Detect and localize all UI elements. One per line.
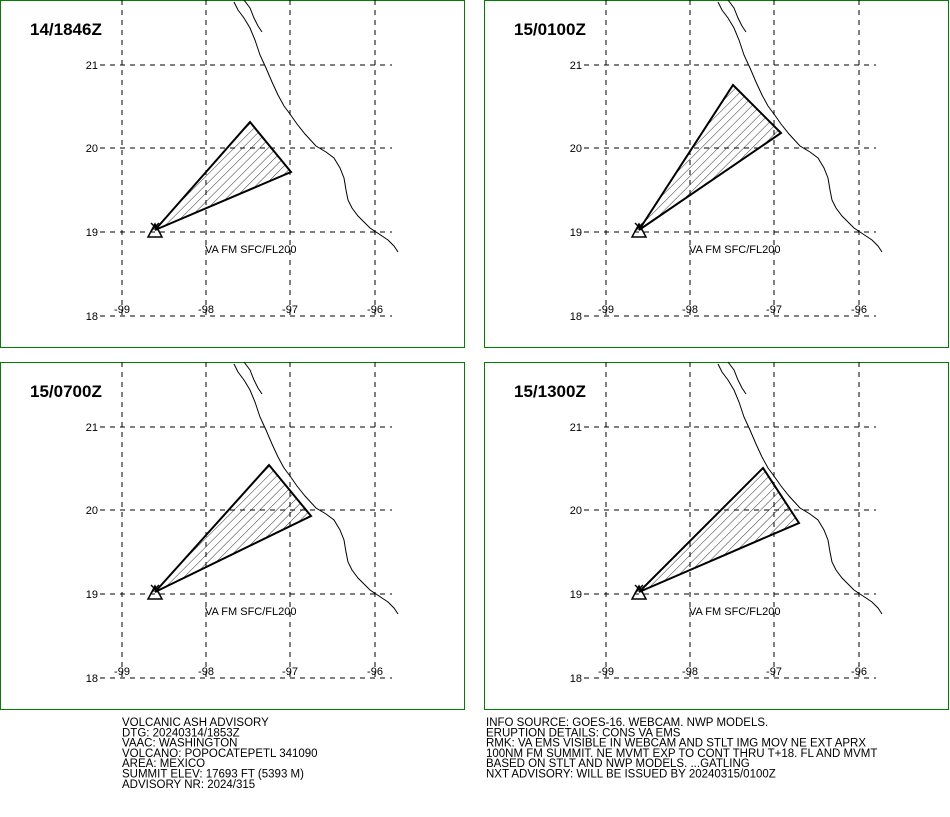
lon-label: -96 xyxy=(367,666,383,678)
lon-label: -98 xyxy=(682,666,698,678)
ash-label: VA FM SFC/FL200 xyxy=(689,244,781,256)
advisory-line: AREA: MEXICO xyxy=(122,758,205,770)
lon-label: -97 xyxy=(766,304,782,316)
advisory-line: SUMMIT ELEV: 17693 FT (5393 M) xyxy=(122,769,304,781)
coastline xyxy=(727,0,747,33)
lat-label: 21 xyxy=(86,60,98,72)
lat-label: 19 xyxy=(570,227,582,239)
lon-label: -98 xyxy=(198,666,214,678)
map-panel: 21 20 19 18 -99 -98 -97 -96 15/1300Z VA FM SFC/FL… xyxy=(484,361,949,710)
coastline xyxy=(233,1,399,253)
coastline xyxy=(243,0,263,33)
ash-plume xyxy=(638,466,801,593)
lat-label: 19 xyxy=(86,227,98,239)
lat-label: 18 xyxy=(570,311,582,323)
coastline xyxy=(717,1,883,253)
advisory-line: BASED ON STLT AND NWP MODELS. ...GATLING xyxy=(486,758,750,770)
volcano-x xyxy=(634,222,644,232)
lat-label: 18 xyxy=(86,311,98,323)
lon-label: -96 xyxy=(851,304,867,316)
map-panel: 21 20 19 18 -99 -98 -97 -96 14/1846Z VA FM SFC/FL… xyxy=(0,0,465,348)
volcano-x xyxy=(634,584,644,594)
lon-label: -97 xyxy=(766,666,782,678)
ash-plume xyxy=(638,83,783,231)
lat-label: 20 xyxy=(86,143,98,155)
ash-label: VA FM SFC/FL200 xyxy=(689,606,781,618)
advisory-line: ERUPTION DETAILS: CONS VA EMS xyxy=(486,727,681,739)
ash-plume xyxy=(154,463,313,593)
lat-label: 18 xyxy=(570,673,582,685)
map-panel: 21 20 19 18 -99 -98 -97 -96 15/0700Z VA FM SFC/FL… xyxy=(0,361,465,710)
panel-time: 14/1846Z xyxy=(30,20,102,39)
lat-label: 20 xyxy=(570,505,582,517)
lat-label: 19 xyxy=(570,589,582,601)
lat-label: 21 xyxy=(570,422,582,434)
coastline xyxy=(727,361,747,395)
lon-label: -99 xyxy=(598,666,614,678)
advisory-line: INFO SOURCE: GOES-16. WEBCAM. NWP MODELS… xyxy=(486,717,768,729)
lon-label: -97 xyxy=(282,666,298,678)
lat-label: 20 xyxy=(570,143,582,155)
lat-label: 21 xyxy=(570,60,582,72)
lat-label: 21 xyxy=(86,422,98,434)
lon-label: -99 xyxy=(114,666,130,678)
advisory-line: VOLCANO: POPOCATEPETL 341090 xyxy=(122,748,318,760)
lat-label: 19 xyxy=(86,589,98,601)
volcano-x xyxy=(150,222,160,232)
panel-time: 15/0700Z xyxy=(30,382,102,401)
advisory-line: ADVISORY NR: 2024/315 xyxy=(122,779,255,791)
advisory-line: VAAC: WASHINGTON xyxy=(122,738,237,750)
coastline xyxy=(233,363,399,615)
ash-label: VA FM SFC/FL200 xyxy=(205,606,297,618)
coastline xyxy=(243,361,263,395)
map-panel: 21 20 19 18 -99 -98 -97 -96 15/0100Z VA FM SFC/FL… xyxy=(484,0,949,348)
lon-label: -98 xyxy=(198,304,214,316)
advisory-line: RMK: VA EMS VISIBLE IN WEBCAM AND STLT I… xyxy=(486,738,866,750)
lon-label: -98 xyxy=(682,304,698,316)
ash-label: VA FM SFC/FL200 xyxy=(205,244,297,256)
ash-plume xyxy=(154,120,293,231)
advisory-line: VOLCANIC ASH ADVISORY xyxy=(122,717,269,729)
advisory-line: DTG: 20240314/1853Z xyxy=(122,727,240,739)
coastline xyxy=(717,363,883,615)
advisory-line: NXT ADVISORY: WILL BE ISSUED BY 20240315… xyxy=(486,769,776,781)
advisory-line: 100NM FM SUMMIT. NE MVMT EXP TO CONT THR… xyxy=(486,748,877,760)
panel-time: 15/1300Z xyxy=(514,382,586,401)
lat-label: 20 xyxy=(86,505,98,517)
lon-label: -99 xyxy=(598,304,614,316)
lon-label: -96 xyxy=(367,304,383,316)
lon-label: -97 xyxy=(282,304,298,316)
volcano-x xyxy=(150,584,160,594)
lon-label: -96 xyxy=(851,666,867,678)
lat-label: 18 xyxy=(86,673,98,685)
lon-label: -99 xyxy=(114,304,130,316)
panel-time: 15/0100Z xyxy=(514,20,586,39)
